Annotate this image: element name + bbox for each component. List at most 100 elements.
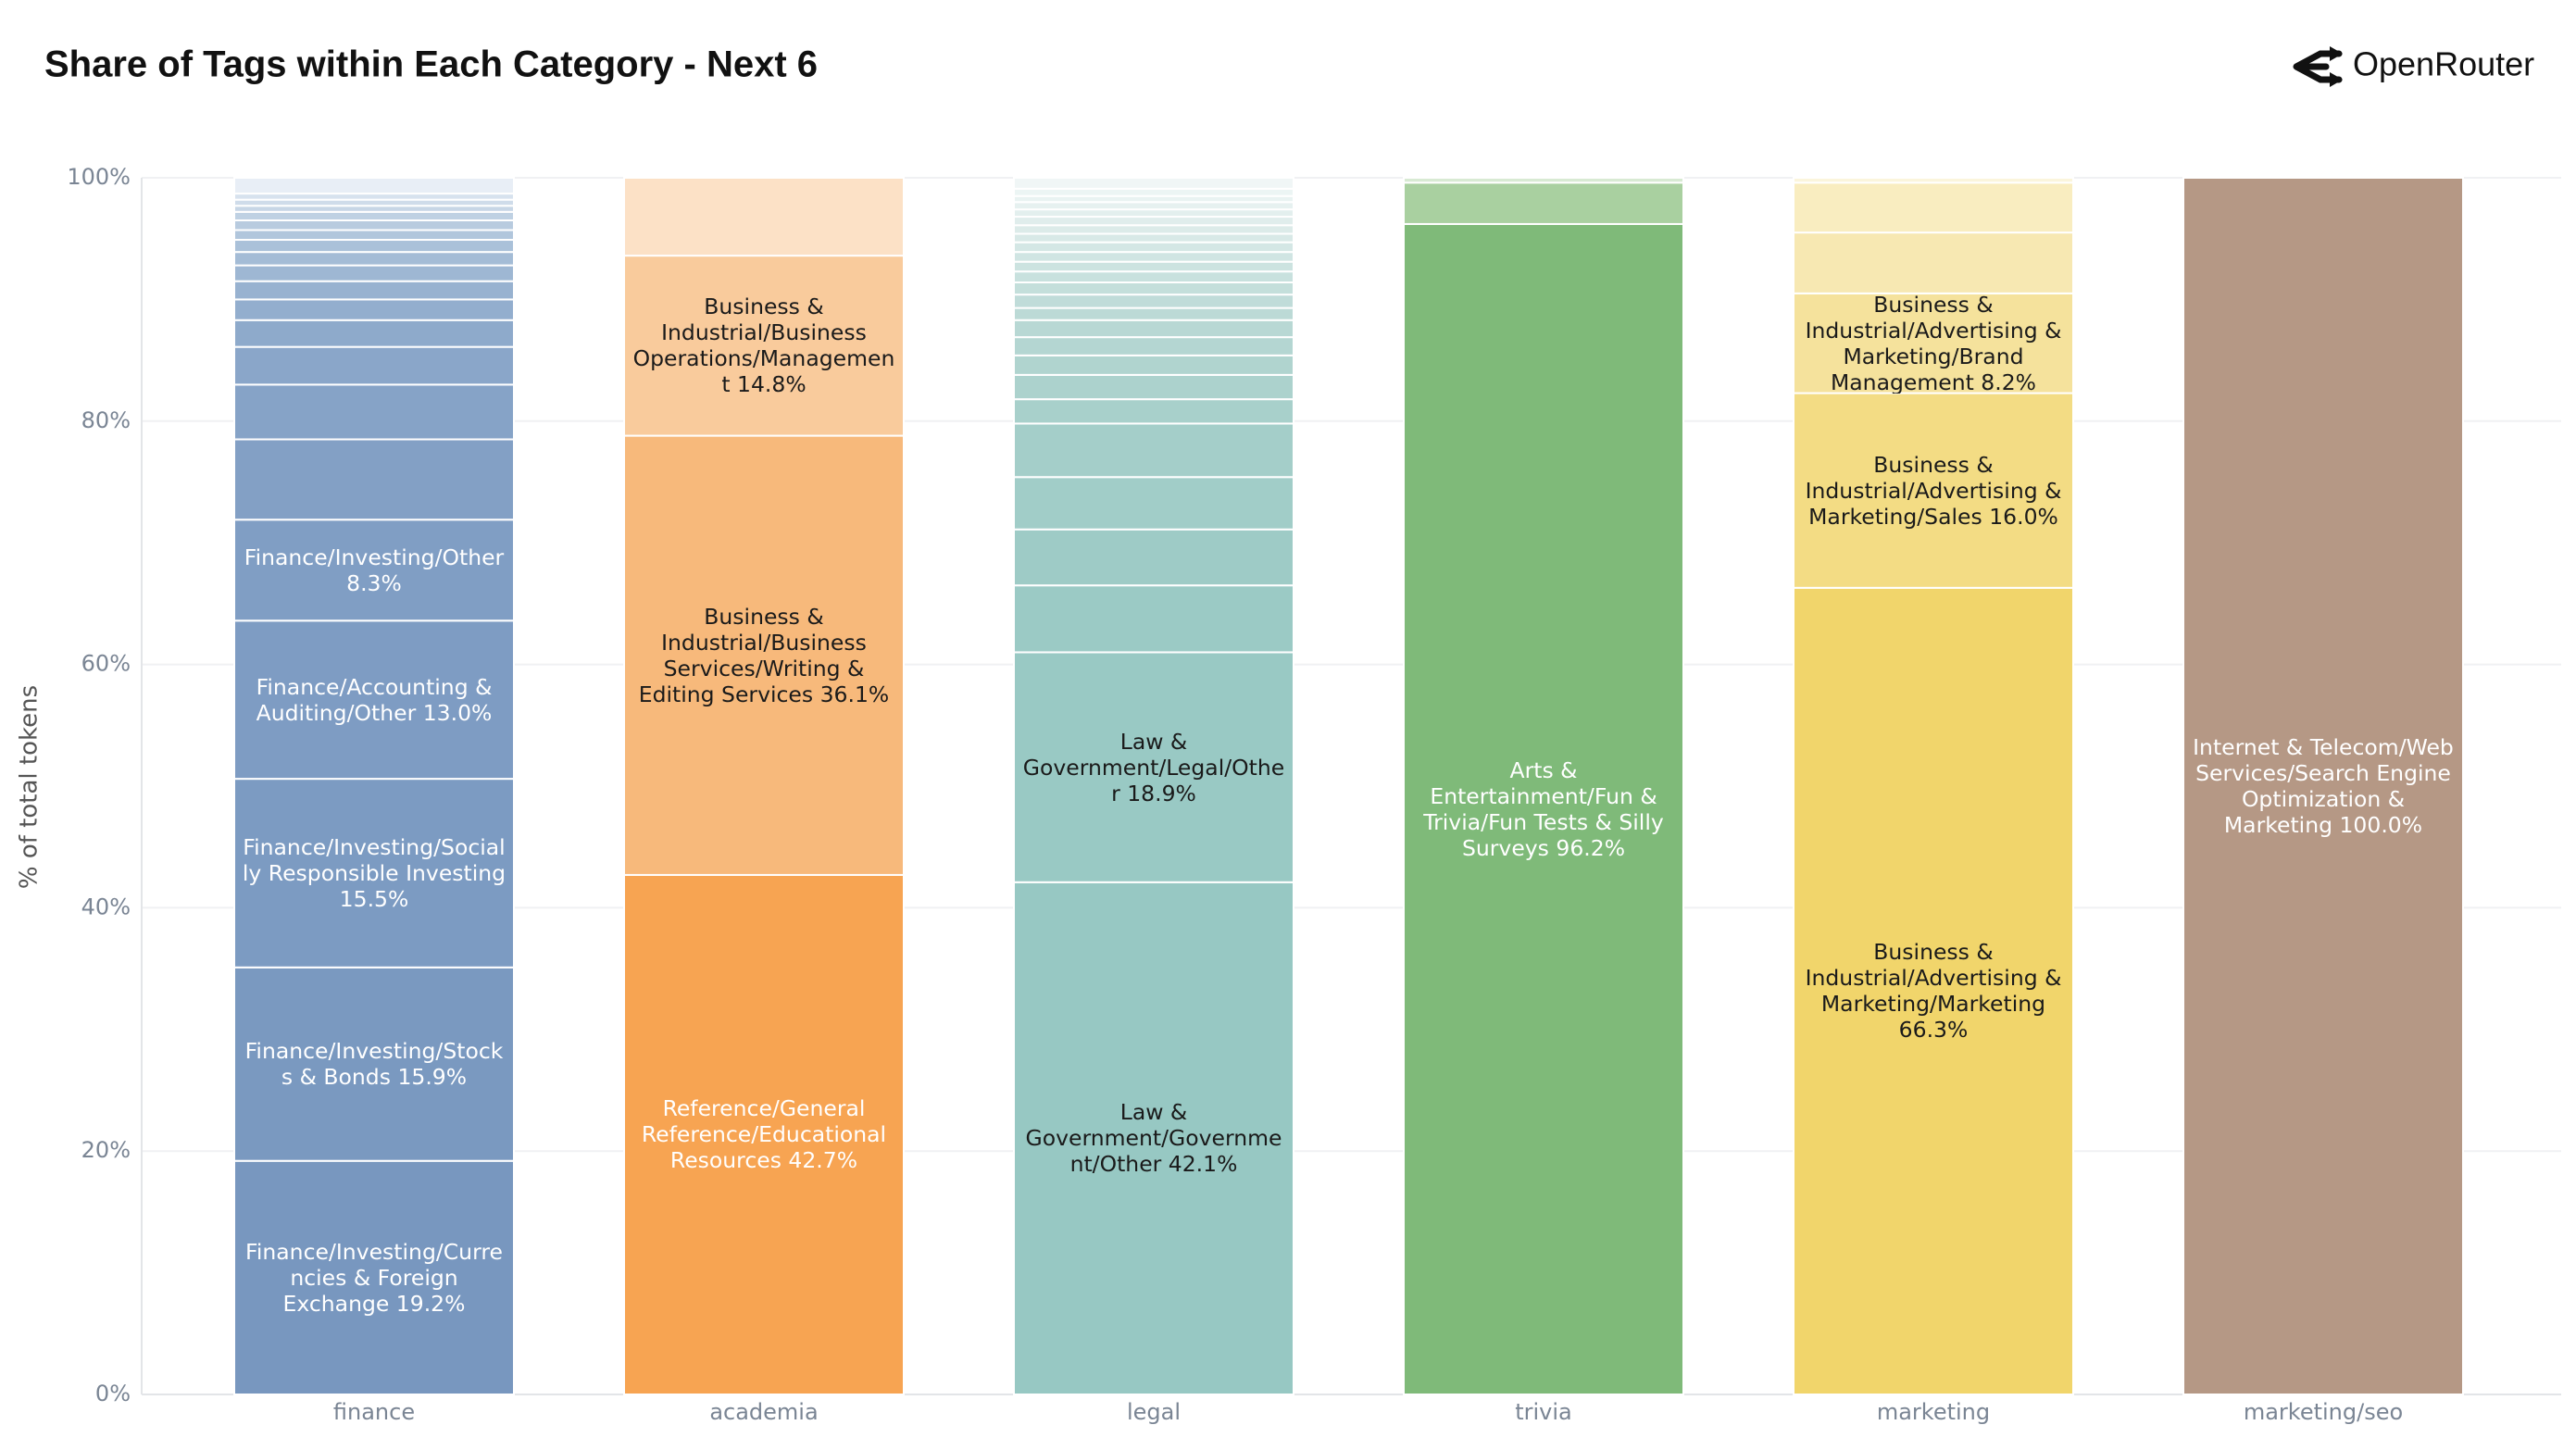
bar-segment <box>233 778 515 969</box>
segment-label-box: Business & Industrial/Business Services/… <box>638 603 890 707</box>
bar-segment <box>1013 281 1294 296</box>
x-tick-label: marketing/seo <box>2244 1399 2403 1425</box>
brand-logo: OpenRouter <box>2293 45 2534 87</box>
logo-arrows <box>2330 46 2343 87</box>
bar-segment <box>233 251 515 267</box>
bar-segment <box>1013 306 1294 321</box>
segment-label-box: Finance/Investing/Socially Responsible I… <box>242 833 506 912</box>
bar-segment <box>1013 224 1294 235</box>
bar-segment <box>233 1159 515 1396</box>
bar-segment <box>1793 292 2074 394</box>
bar-segment <box>1013 476 1294 531</box>
bar-segment <box>1013 177 1294 190</box>
bar-segment <box>233 319 515 348</box>
bar-segment <box>233 966 515 1162</box>
bar-segment <box>233 280 515 301</box>
bar-segment <box>233 345 515 386</box>
y-axis-label: % of total tokens <box>16 685 44 889</box>
y-tick-label: 0% <box>95 1381 131 1406</box>
y-tick-label: 20% <box>81 1137 131 1163</box>
bar-segment <box>233 177 515 195</box>
segment-label: Business & Industrial/Advertising & Mark… <box>1805 939 2062 1044</box>
bar-segment <box>1013 187 1294 197</box>
bar-segment <box>623 177 905 257</box>
bar-segment <box>1013 651 1294 883</box>
y-tick-label: 100% <box>67 164 131 190</box>
segment-label: Internet & Telecom/Web Services/Search E… <box>2193 734 2454 838</box>
bar-segment <box>1013 270 1294 284</box>
bar-segment <box>1793 586 2074 1395</box>
bar-segment <box>1013 354 1294 376</box>
x-tick-label: trivia <box>1515 1399 1572 1425</box>
segment-label: Reference/General Reference/Educational … <box>641 1095 887 1174</box>
segment-label: Law & Government/Legal/Other 18.9% <box>1022 728 1285 806</box>
segment-label-box: Business & Industrial/Business Operation… <box>633 294 895 397</box>
x-tick-label: finance <box>333 1399 415 1425</box>
segment-label-box: Business & Industrial/Advertising & Mark… <box>1805 451 2062 530</box>
y-tick-label: 60% <box>81 651 131 677</box>
segment-label: Finance/Investing/Stocks & Bonds 15.9% <box>244 1038 504 1091</box>
bar-segment <box>1013 422 1294 479</box>
bar-segment <box>1013 260 1294 273</box>
bar-segment <box>233 264 515 282</box>
bar-segment <box>1013 208 1294 219</box>
bar-segment <box>1013 336 1294 356</box>
bar-segment <box>233 229 515 242</box>
bar-segment <box>1013 528 1294 587</box>
segment-label-box: Reference/General Reference/Educational … <box>641 1095 887 1174</box>
bar-segment <box>1403 222 1684 1395</box>
segment-label: Finance/Investing/Other 8.3% <box>244 544 505 596</box>
bar-segment <box>1013 232 1294 244</box>
segment-label-box: Law & Government/Legal/Other 18.9% <box>1022 728 1285 806</box>
bar-segment <box>233 519 515 622</box>
segment-label: Law & Government/Government/Other 42.1% <box>1025 1099 1282 1178</box>
bar-segment <box>1013 584 1294 654</box>
segment-label-box: Business & Industrial/Advertising & Mark… <box>1805 293 2062 394</box>
segment-label-box: Finance/Investing/Other 8.3% <box>244 544 505 596</box>
bar-segment <box>623 434 905 876</box>
segment-label: Business & Industrial/Business Services/… <box>638 603 890 707</box>
bar-segment <box>1793 181 2074 234</box>
bar-segment <box>1013 398 1294 425</box>
segment-label: Finance/Investing/Currencies & Foreign E… <box>245 1238 503 1317</box>
brand-name: OpenRouter <box>2353 45 2534 83</box>
bar-segment <box>233 438 515 521</box>
bar-segment <box>233 298 515 321</box>
bar-segment <box>1013 216 1294 227</box>
segment-label: Finance/Accounting & Auditing/Other 13.0… <box>256 673 493 726</box>
segment-label-box: Finance/Investing/Stocks & Bonds 15.9% <box>244 1038 504 1091</box>
x-tick-label: legal <box>1127 1399 1181 1425</box>
bar-segment <box>233 383 515 441</box>
bar-segment <box>1013 881 1294 1395</box>
x-tick-label: academia <box>709 1399 818 1425</box>
segment-label-box: Finance/Accounting & Auditing/Other 13.0… <box>256 673 493 726</box>
segment-label-box: Finance/Investing/Currencies & Foreign E… <box>245 1238 503 1317</box>
bar-segment <box>1013 294 1294 309</box>
bar-segment <box>1403 177 1684 184</box>
x-tick-label: marketing <box>1877 1399 1990 1425</box>
bar-segment <box>623 873 905 1395</box>
bar-segment <box>1013 201 1294 211</box>
segment-label: Business & Industrial/Advertising & Mark… <box>1805 293 2062 394</box>
bar-segment <box>233 219 515 231</box>
segment-label-box: Arts & Entertainment/Fun & Trivia/Fun Te… <box>1423 757 1664 861</box>
bar-segment <box>1793 392 2074 589</box>
y-tick-label: 40% <box>81 894 131 919</box>
bar-segment <box>233 210 515 221</box>
bar-segment <box>1013 373 1294 401</box>
segment-label-box: Law & Government/Government/Other 42.1% <box>1025 1099 1282 1178</box>
chart-title: Share of Tags within Each Category - Nex… <box>44 44 818 85</box>
bar-segment <box>233 239 515 254</box>
segment-label-box: Internet & Telecom/Web Services/Search E… <box>2193 734 2454 838</box>
bar-segment <box>233 619 515 781</box>
segment-label: Business & Industrial/Advertising & Mark… <box>1805 451 2062 530</box>
bar-segment <box>1013 251 1294 263</box>
segment-label-box: Business & Industrial/Advertising & Mark… <box>1805 939 2062 1044</box>
bar-segment <box>623 255 905 437</box>
bar-segment <box>1793 231 2074 294</box>
y-tick-label: 80% <box>81 407 131 433</box>
bar-segment <box>1013 319 1294 339</box>
segment-label: Finance/Investing/Socially Responsible I… <box>242 833 506 912</box>
